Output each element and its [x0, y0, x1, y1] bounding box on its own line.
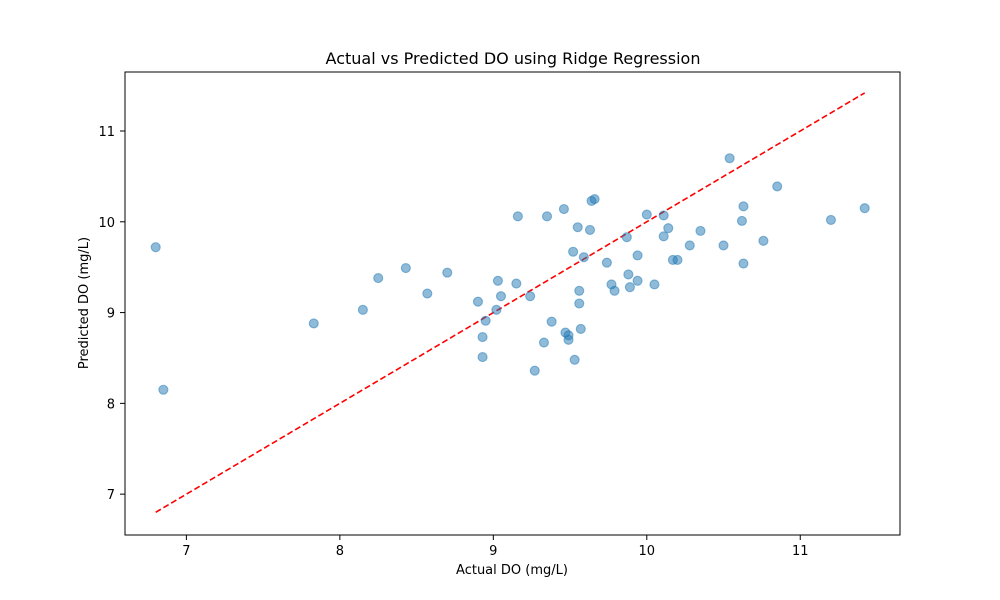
data-point: [158, 384, 169, 395]
data-point: [624, 282, 635, 293]
y-tick-label: 9: [107, 307, 115, 322]
data-point: [541, 211, 553, 222]
data-point: [569, 354, 580, 365]
data-point: [477, 352, 488, 363]
data-point: [609, 285, 620, 296]
x-axis-label: Actual DO (mg/L): [456, 563, 568, 578]
x-axis: 7 8 9 10 11: [182, 535, 809, 559]
data-point: [538, 337, 550, 348]
data-point: [480, 315, 491, 326]
data-point: [724, 153, 735, 164]
y-axis-label: Predicted DO (mg/L): [77, 237, 92, 369]
plot-frame: [124, 71, 901, 536]
data-point: [641, 209, 652, 220]
data-point: [621, 232, 632, 243]
reference-line-group: [155, 92, 866, 513]
x-tick-label: 8: [336, 544, 344, 559]
data-point: [578, 252, 589, 263]
data-point: [563, 334, 574, 345]
data-point: [472, 296, 484, 307]
data-point: [632, 250, 643, 261]
x-tick-label: 7: [182, 544, 190, 559]
data-point: [738, 201, 749, 212]
data-point: [672, 254, 683, 265]
data-point: [684, 240, 695, 251]
data-point: [512, 211, 523, 222]
data-point: [495, 291, 507, 302]
data-point: [738, 258, 749, 269]
data-point: [718, 240, 729, 251]
data-point: [529, 365, 540, 376]
data-point: [632, 275, 643, 286]
x-tick-label: 10: [639, 544, 656, 559]
data-point: [308, 318, 319, 329]
data-point: [546, 316, 557, 327]
data-point: [859, 203, 870, 214]
data-point: [695, 225, 706, 236]
data-point: [649, 279, 660, 290]
x-tick-label: 11: [792, 544, 809, 559]
data-point: [400, 263, 411, 274]
data-point: [492, 275, 503, 286]
data-point: [422, 288, 433, 299]
y-axis: 7 8 9 10 11: [98, 125, 125, 503]
y-tick-label: 7: [107, 488, 115, 503]
data-point: [736, 215, 747, 226]
y-tick-label: 10: [98, 216, 115, 231]
data-point: [663, 223, 674, 234]
chart-title: Actual vs Predicted DO using Ridge Regre…: [326, 49, 701, 68]
data-point: [511, 278, 522, 289]
data-point: [568, 246, 579, 257]
data-point: [584, 224, 596, 236]
data-point: [589, 194, 600, 205]
reference-line: [155, 92, 866, 513]
data-point: [574, 298, 585, 309]
data-point: [373, 273, 384, 284]
points-group: [150, 153, 870, 395]
data-point: [825, 214, 836, 226]
x-tick-label: 9: [489, 544, 497, 559]
data-point: [601, 257, 612, 268]
data-point: [357, 304, 368, 315]
data-point: [574, 285, 585, 296]
data-point: [658, 210, 669, 221]
data-point: [558, 204, 569, 215]
data-point: [442, 267, 453, 278]
data-point: [525, 291, 536, 302]
data-point: [150, 242, 161, 253]
data-point: [772, 181, 783, 192]
data-point: [758, 235, 769, 246]
data-point: [623, 269, 634, 280]
y-tick-label: 11: [98, 125, 115, 140]
data-point: [491, 304, 502, 315]
data-point: [477, 332, 488, 343]
data-point: [572, 222, 583, 233]
data-point: [658, 231, 669, 242]
data-point: [575, 323, 586, 334]
y-tick-label: 8: [107, 397, 115, 412]
